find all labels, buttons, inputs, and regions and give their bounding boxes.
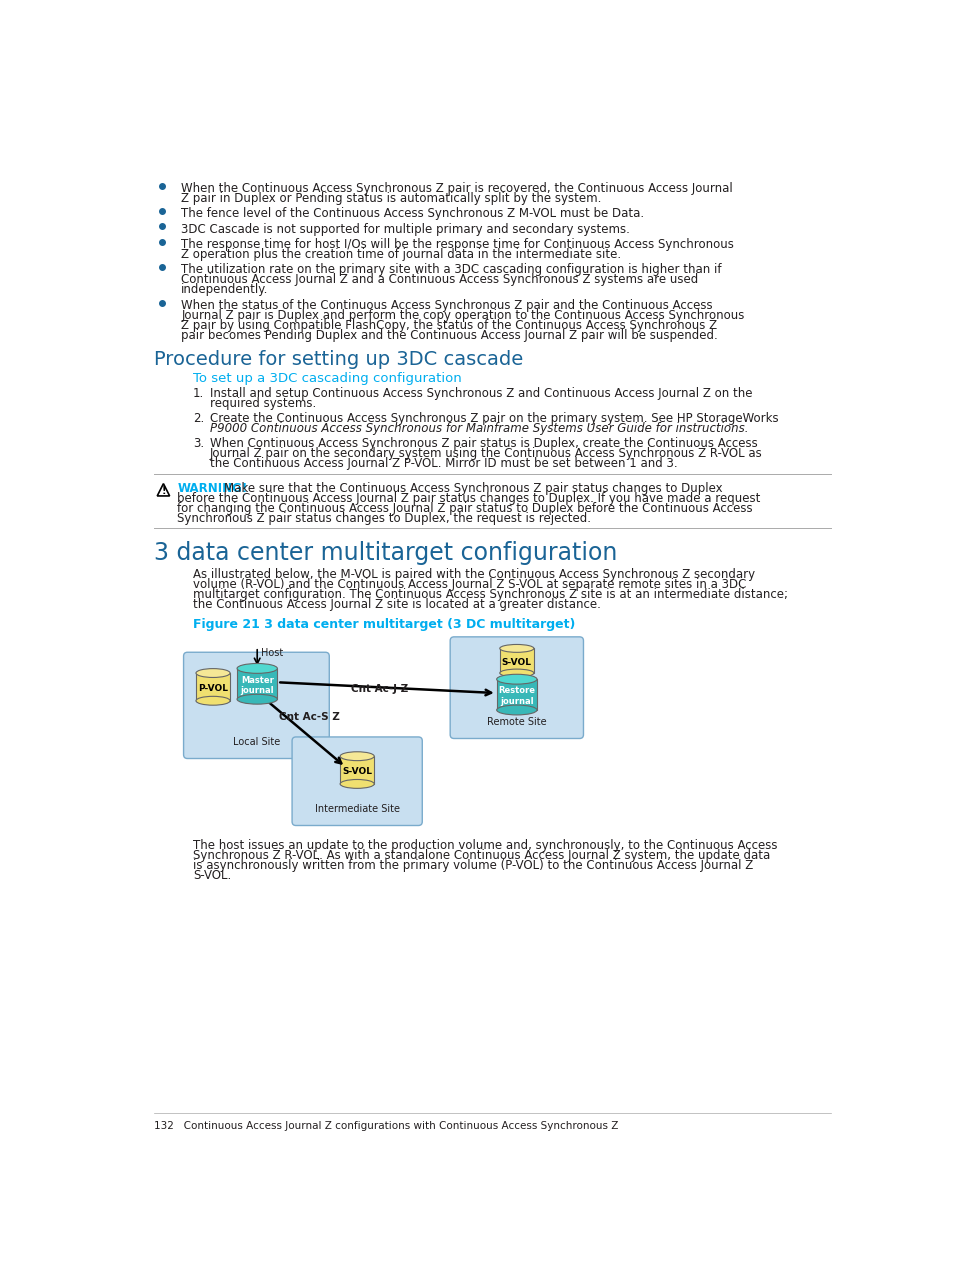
FancyBboxPatch shape [183,652,329,759]
Text: pair becomes Pending Duplex and the Continuous Access Journal Z pair will be sus: pair becomes Pending Duplex and the Cont… [181,329,718,342]
Text: required systems.: required systems. [210,398,315,411]
Text: 2.: 2. [193,412,204,425]
Text: 3.: 3. [193,437,204,450]
Text: 1.: 1. [193,388,204,400]
Text: Cnt Ac-J Z: Cnt Ac-J Z [351,684,408,694]
Text: The response time for host I/Os will be the response time for Continuous Access : The response time for host I/Os will be … [181,238,734,250]
Text: P-VOL: P-VOL [198,684,228,693]
Text: When the status of the Continuous Access Synchronous Z pair and the Continuous A: When the status of the Continuous Access… [181,299,712,311]
Ellipse shape [497,675,537,684]
Text: multitarget configuration. The Continuous Access Synchronous Z site is at an int: multitarget configuration. The Continuou… [193,588,787,601]
Text: the Continuous Access Journal Z P-VOL. Mirror ID must be set between 1 and 3.: the Continuous Access Journal Z P-VOL. M… [210,456,677,470]
Ellipse shape [499,669,534,677]
Text: Host: Host [261,648,283,658]
Text: The host issues an update to the production volume and, synchronously, to the Co: The host issues an update to the product… [193,839,777,852]
Text: WARNING!: WARNING! [177,482,248,496]
Bar [195,674,230,700]
Text: When Continuous Access Synchronous Z pair status is Duplex, create the Continuou: When Continuous Access Synchronous Z pai… [210,437,757,450]
Text: before the Continuous Access Journal Z pair status changes to Duplex. If you hav: before the Continuous Access Journal Z p… [177,492,760,505]
Text: Install and setup Continuous Access Synchronous Z and Continuous Access Journal : Install and setup Continuous Access Sync… [210,388,752,400]
Bar [497,679,537,710]
Ellipse shape [340,779,374,788]
Text: The utilization rate on the primary site with a 3DC cascading configuration is h: The utilization rate on the primary site… [181,263,721,276]
Text: Procedure for setting up 3DC cascade: Procedure for setting up 3DC cascade [154,351,523,370]
Text: S-VOL: S-VOL [501,658,531,667]
Text: Z operation plus the creation time of journal data in the intermediate site.: Z operation plus the creation time of jo… [181,248,620,261]
Text: Continuous Access Journal Z and a Continuous Access Synchronous Z systems are us: Continuous Access Journal Z and a Contin… [181,273,698,286]
Text: Cnt Ac-S Z: Cnt Ac-S Z [278,712,339,722]
Text: !: ! [161,487,166,496]
Bar [499,648,534,674]
Bar [236,669,277,699]
Text: As illustrated below, the M-VOL is paired with the Continuous Access Synchronous: As illustrated below, the M-VOL is paire… [193,568,754,581]
Text: Intermediate Site: Intermediate Site [314,805,399,813]
Text: Figure 21 3 data center multitarget (3 DC multitarget): Figure 21 3 data center multitarget (3 D… [193,618,575,630]
Ellipse shape [497,705,537,714]
Text: The fence level of the Continuous Access Synchronous Z M-VOL must be Data.: The fence level of the Continuous Access… [181,207,643,220]
Text: 3DC Cascade is not supported for multiple primary and secondary systems.: 3DC Cascade is not supported for multipl… [181,222,630,235]
Text: Z pair in Duplex or Pending status is automatically split by the system.: Z pair in Duplex or Pending status is au… [181,192,601,205]
Text: is asynchronously written from the primary volume (P-VOL) to the Continuous Acce: is asynchronously written from the prima… [193,859,752,872]
Ellipse shape [195,697,230,705]
Ellipse shape [499,644,534,652]
Text: Synchronous Z pair status changes to Duplex, the request is rejected.: Synchronous Z pair status changes to Dup… [177,512,591,525]
Text: volume (R-VOL) and the Continuous Access Journal Z S-VOL at separate remote site: volume (R-VOL) and the Continuous Access… [193,578,745,591]
Ellipse shape [236,694,277,704]
Text: Make sure that the Continuous Access Synchronous Z pair status changes to Duplex: Make sure that the Continuous Access Syn… [224,482,721,496]
Bar [340,756,374,784]
Text: Restore
journal: Restore journal [497,686,535,705]
Text: Journal Z pair is Duplex and perform the copy operation to the Continuous Access: Journal Z pair is Duplex and perform the… [181,309,744,322]
Ellipse shape [236,663,277,674]
Text: the Continuous Access Journal Z site is located at a greater distance.: the Continuous Access Journal Z site is … [193,599,600,611]
Text: independently.: independently. [181,283,269,296]
Text: To set up a 3DC cascading configuration: To set up a 3DC cascading configuration [193,372,461,385]
Text: Synchronous Z R-VOL. As with a standalone Continuous Access Journal Z system, th: Synchronous Z R-VOL. As with a standalon… [193,849,769,862]
Text: Local Site: Local Site [233,737,280,747]
Text: S-VOL.: S-VOL. [193,868,231,882]
FancyBboxPatch shape [292,737,422,825]
FancyBboxPatch shape [450,637,583,738]
Text: Journal Z pair on the secondary system using the Continuous Access Synchronous Z: Journal Z pair on the secondary system u… [210,446,761,460]
Text: Master
journal: Master journal [240,676,274,695]
Text: for changing the Continuous Access Journal Z pair status to Duplex before the Co: for changing the Continuous Access Journ… [177,502,752,515]
Text: Remote Site: Remote Site [486,717,546,727]
Text: 132   Continuous Access Journal Z configurations with Continuous Access Synchron: 132 Continuous Access Journal Z configur… [154,1121,618,1131]
Text: 3 data center multitarget configuration: 3 data center multitarget configuration [154,540,617,564]
Ellipse shape [195,669,230,677]
Ellipse shape [340,751,374,760]
Text: S-VOL: S-VOL [342,768,372,777]
Text: P9000 Continuous Access Synchronous for Mainframe Systems User Guide for instruc: P9000 Continuous Access Synchronous for … [210,422,748,435]
Text: Create the Continuous Access Synchronous Z pair on the primary system. See HP St: Create the Continuous Access Synchronous… [210,412,778,425]
Text: Z pair by using Compatible FlashCopy, the status of the Continuous Access Synchr: Z pair by using Compatible FlashCopy, th… [181,319,717,332]
Text: When the Continuous Access Synchronous Z pair is recovered, the Continuous Acces: When the Continuous Access Synchronous Z… [181,182,732,194]
